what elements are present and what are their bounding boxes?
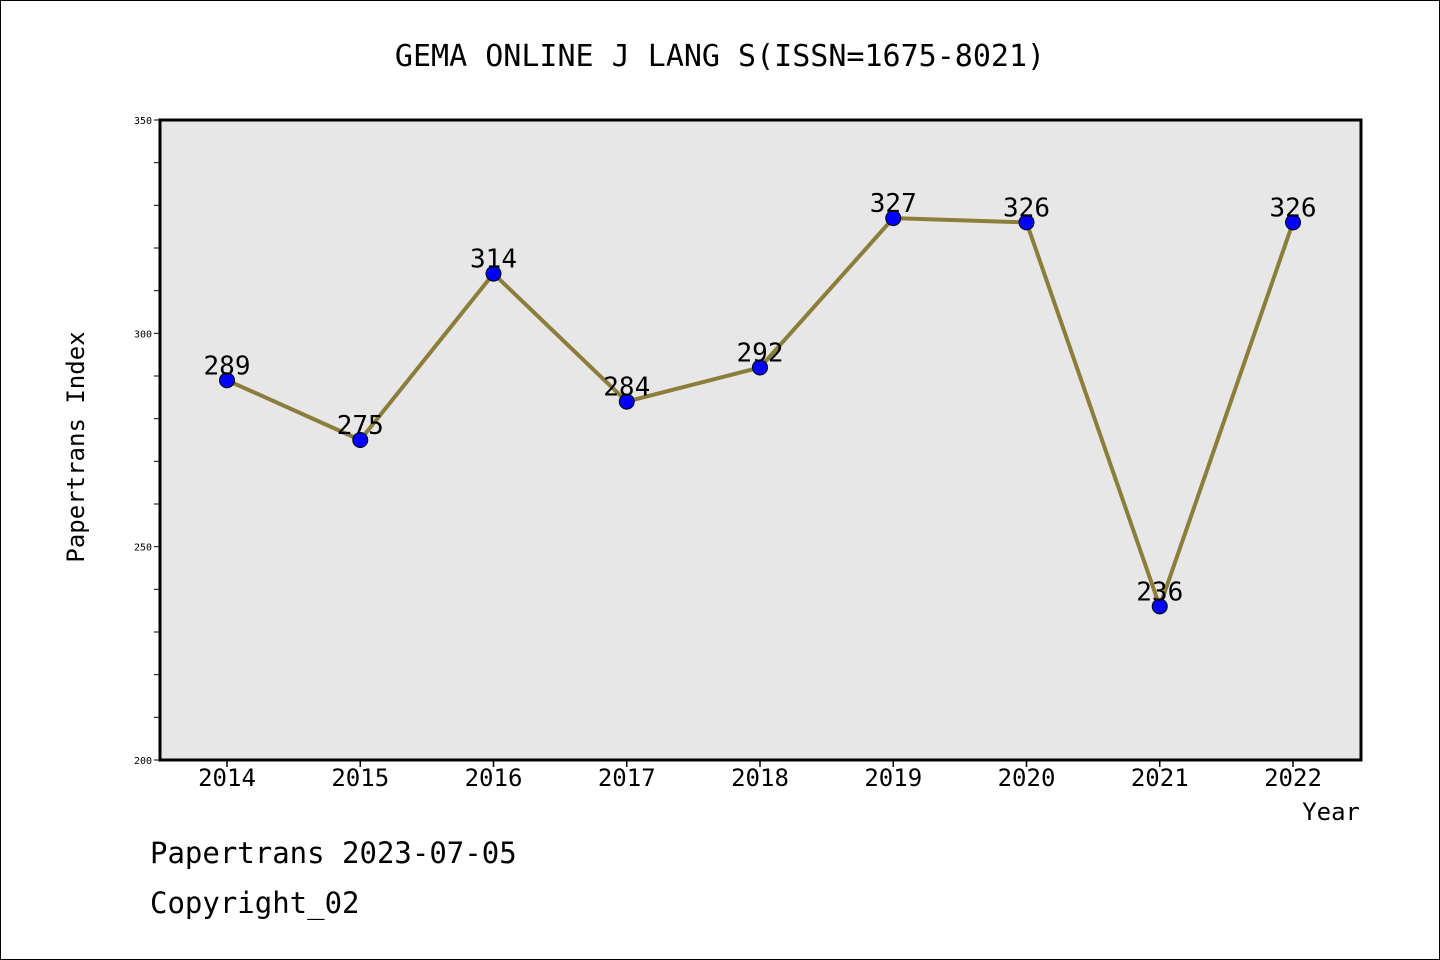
data-label: 284 xyxy=(603,373,650,403)
data-point xyxy=(1151,598,1168,615)
data-label: 314 xyxy=(470,245,517,275)
y-tick-label: 350 xyxy=(134,116,152,127)
x-tick-label: 2021 xyxy=(1131,764,1189,792)
x-axis-label: Year xyxy=(1302,798,1360,826)
x-tick-label: 2017 xyxy=(598,764,656,792)
footer-copyright: Copyright_02 xyxy=(150,886,360,920)
x-tick-label: 2019 xyxy=(864,764,922,792)
data-point xyxy=(752,359,768,376)
data-point xyxy=(885,210,902,227)
y-tick-label: 200 xyxy=(134,756,152,767)
data-labels: 289 275 314 284 292 327 326 236 326 xyxy=(204,189,1317,607)
y-tick-label: 300 xyxy=(134,329,152,340)
x-tick-label: 2018 xyxy=(731,764,789,792)
y-axis-label: Papertrans Index xyxy=(62,331,90,562)
data-point xyxy=(485,265,502,282)
data-label: 292 xyxy=(737,338,784,368)
data-label: 236 xyxy=(1136,577,1183,607)
data-point xyxy=(352,432,369,448)
data-point xyxy=(1285,214,1301,231)
x-tick-label: 2022 xyxy=(1264,764,1322,792)
data-point xyxy=(618,393,635,410)
data-label: 326 xyxy=(1270,193,1317,223)
x-axis: 2014 2015 2016 2017 2018 2019 2020 2021 2022 xyxy=(198,760,1322,792)
data-label: 327 xyxy=(870,189,917,219)
data-label: 326 xyxy=(1003,193,1050,223)
chart-title: GEMA ONLINE J LANG S(ISSN=1675-8021) xyxy=(395,39,1045,74)
x-tick-label: 2016 xyxy=(465,764,523,792)
data-point xyxy=(1018,214,1035,231)
y-tick-label: 250 xyxy=(134,543,152,554)
data-point xyxy=(219,372,235,389)
y-axis: 200 250 300 350 xyxy=(134,116,160,767)
x-tick-label: 2020 xyxy=(998,764,1056,792)
data-label: 289 xyxy=(204,351,251,381)
x-tick-label: 2015 xyxy=(331,764,389,792)
footer-date: Papertrans 2023-07-05 xyxy=(150,836,517,870)
x-tick-label: 2014 xyxy=(198,764,256,792)
data-label: 275 xyxy=(337,411,384,441)
series-line xyxy=(219,210,1301,615)
